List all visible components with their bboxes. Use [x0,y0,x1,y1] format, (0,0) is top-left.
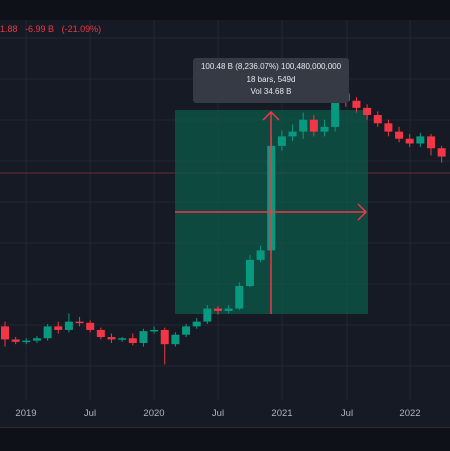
x-label-jul-2021: Jul [340,408,354,419]
vertical-arrow-head [262,110,280,121]
candle-body [96,329,105,338]
candle-body [245,259,254,286]
candle-body [437,148,446,157]
candle-body [32,338,41,341]
candle-body [139,331,148,343]
candle-body [1,326,9,340]
candle-body [320,126,329,132]
time-axis[interactable] [0,400,450,428]
tooltip-change: 100.48 B (8,236.07%) 100,480,000,000 [200,62,342,71]
candle-body [384,123,393,132]
candlestick-chart[interactable] [0,0,450,400]
candle-body [22,340,31,343]
top-toolbar [0,0,450,20]
candle-body [86,322,95,330]
price-legend: 1.88 -6.99 B (-21.09%) [0,24,106,34]
tooltip-bars: 18 bars, 549d [246,74,296,84]
candle-body [309,119,318,132]
candle-body [373,115,382,124]
candle-body [331,93,340,127]
tooltip-volume: Vol 34.68 B [250,87,292,96]
candle-body [427,136,435,149]
candle-body [182,326,191,335]
candle-body [277,136,286,146]
candle-body [160,329,169,345]
candle-body [54,326,63,330]
candle-body [43,326,52,339]
candle-body [214,308,222,311]
measure-tooltip: 100.48 B (8,236.07%) 100,480,000,000 18 … [193,58,349,103]
candle-body [235,286,244,309]
candle-body [64,321,73,330]
candle-body [288,131,297,137]
candle-body [256,250,265,260]
x-label-2020: 2020 [143,408,165,419]
horizontal-arrow-head [357,203,368,221]
x-label-2021: 2021 [271,408,293,419]
legend-change: -6.99 B [25,24,55,34]
candle-body [11,339,20,342]
candle-body [171,334,180,345]
x-label-jul-2019: Jul [83,408,97,419]
candle-body [363,107,372,115]
measure-arrows [175,110,368,314]
candle-body [203,308,212,322]
candle-body [352,100,361,108]
candle-body [416,136,425,144]
candle-body [224,308,233,311]
candle-body [395,131,404,139]
bottom-toolbar [0,427,450,451]
candle-body [118,338,127,340]
candle-body [107,337,116,340]
candle-body [150,329,159,332]
candle-body [128,338,137,343]
x-label-2022: 2022 [399,408,421,419]
candle-body [405,138,414,144]
x-label-2019: 2019 [15,408,37,419]
candle-body [192,321,201,327]
candle-body [299,119,308,132]
x-label-jul-2020: Jul [211,408,225,419]
legend-price: 1.88 [0,24,18,34]
legend-change-pct: (-21.09%) [61,24,102,34]
candle-body [75,321,84,324]
